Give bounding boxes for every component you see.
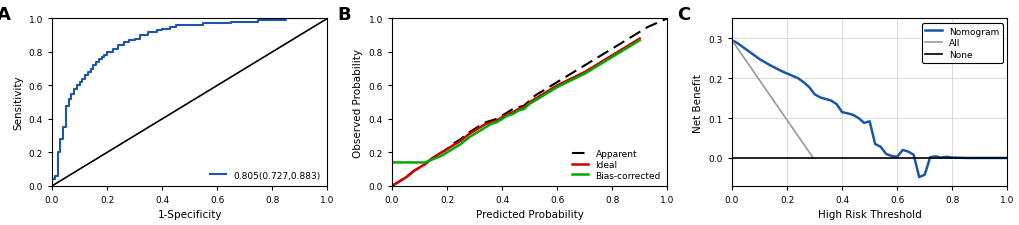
Legend: Nomogram, All, None: Nomogram, All, None — [921, 24, 1002, 63]
X-axis label: Predicted Probability: Predicted Probability — [475, 209, 583, 219]
X-axis label: 1-Specificity: 1-Specificity — [157, 209, 222, 219]
Y-axis label: Sensitivity: Sensitivity — [13, 76, 23, 130]
Legend: Apparent, Ideal, Bias-corrected: Apparent, Ideal, Bias-corrected — [570, 147, 662, 182]
Y-axis label: Net Benefit: Net Benefit — [693, 73, 702, 132]
Text: A: A — [0, 6, 11, 24]
Y-axis label: Observed Probability: Observed Probability — [353, 48, 363, 157]
Text: C: C — [677, 6, 690, 24]
Text: B: B — [336, 6, 351, 24]
Legend: 0.805(0.727,0.883): 0.805(0.727,0.883) — [208, 169, 322, 182]
X-axis label: High Risk Threshold: High Risk Threshold — [817, 209, 920, 219]
